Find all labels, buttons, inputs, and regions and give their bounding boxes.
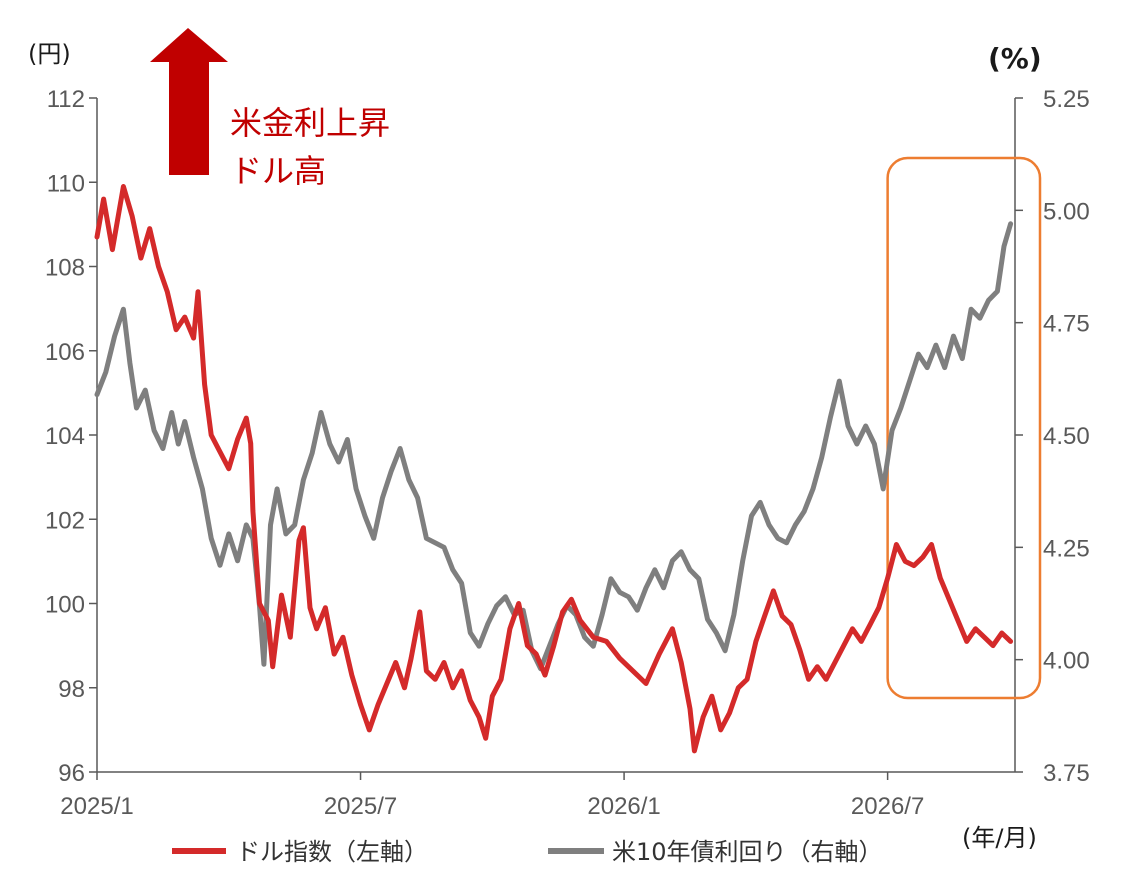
right-tick-label: 5.00: [1043, 198, 1090, 225]
left-tick-label: 106: [45, 339, 85, 366]
left-tick-label: 108: [45, 255, 85, 282]
legend-label-dollar-index: ドル指数（左軸）: [236, 838, 428, 866]
x-tick-label: 2025/1: [60, 793, 133, 820]
left-tick-label: 98: [58, 676, 85, 703]
series-line-us10y: [94, 221, 1014, 672]
right-tick-label: 4.50: [1043, 423, 1090, 450]
right-tick-label: 4.00: [1043, 648, 1090, 675]
left-tick-label: 96: [58, 760, 85, 787]
x-tick-label: 2025/7: [324, 793, 397, 820]
left-tick-label: 112: [47, 86, 85, 113]
x-tick-label: 2026/7: [851, 793, 924, 820]
series-line-dollar-index: [94, 184, 1014, 754]
axes: 96 98 100 102 104 106 108 110 112 3.75 4.00 4.25 4.5…: [45, 86, 1090, 820]
up-arrow-icon: [150, 28, 228, 175]
left-axis-unit: (円): [28, 40, 71, 68]
right-tick-label: 5.25: [1043, 86, 1090, 113]
right-tick-label: 3.75: [1043, 760, 1090, 787]
left-tick-label: 104: [45, 423, 85, 450]
right-tick-label: 4.25: [1043, 535, 1090, 562]
left-tick-label: 102: [45, 507, 85, 534]
right-axis-unit: (%): [988, 42, 1042, 75]
left-tick-label: 110: [47, 170, 85, 197]
x-tick-label: 2026/1: [587, 793, 660, 820]
annotation-line2: ドル高: [230, 152, 326, 190]
right-tick-label: 4.75: [1043, 311, 1090, 338]
left-tick-label: 100: [45, 592, 85, 619]
series-layer: [94, 184, 1014, 754]
annotation-line1: 米金利上昇: [230, 104, 390, 142]
legend: ドル指数（左軸） 米10年債利回り（右軸）: [172, 838, 883, 866]
highlight-box: [886, 156, 1042, 700]
x-axis-unit: (年/月): [962, 824, 1037, 852]
legend-label-us10y: 米10年債利回り（右軸）: [612, 838, 883, 866]
